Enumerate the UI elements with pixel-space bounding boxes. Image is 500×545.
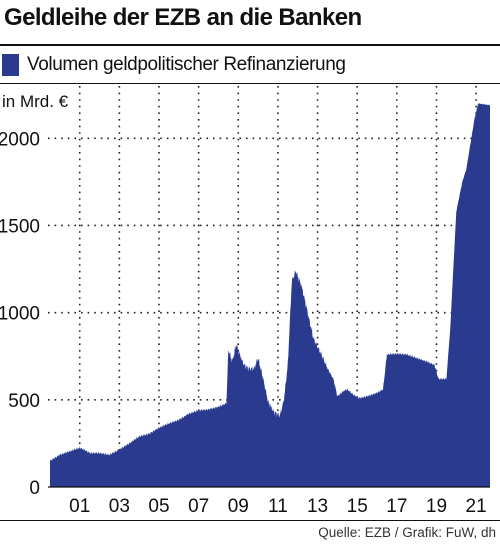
x-tick-label: 17	[386, 496, 407, 517]
y-tick-label: 0	[29, 478, 40, 499]
x-tick-label: 15	[347, 496, 368, 517]
x-tick-label: 07	[188, 496, 209, 517]
footer-rule	[0, 520, 500, 521]
series-area	[50, 103, 490, 487]
x-axis-ticks: 01 03 05 07 09 11 13 15 17 19 21	[69, 496, 487, 517]
y-axis-label: in Mrd. €	[2, 92, 69, 111]
x-tick-label: 11	[268, 496, 288, 517]
legend-swatch	[2, 54, 19, 76]
y-tick-label: 2000	[0, 129, 40, 150]
x-tick-label: 09	[228, 496, 249, 517]
chart-title: Geldleihe der EZB an die Banken	[4, 4, 362, 31]
x-tick-label: 05	[148, 496, 169, 517]
legend-label: Volumen geldpolitischer Refinanzierung	[27, 54, 346, 75]
x-tick-label: 13	[307, 496, 328, 517]
x-tick-label: 21	[466, 496, 487, 517]
y-tick-label: 500	[8, 391, 40, 412]
legend: Volumen geldpolitischer Refinanzierung	[2, 54, 346, 76]
title-rule	[0, 44, 500, 46]
y-tick-label: 1500	[0, 216, 40, 237]
x-tick-label: 01	[69, 496, 90, 517]
source-note: Quelle: EZB / Grafik: FuW, dh	[318, 525, 496, 540]
x-tick-label: 19	[426, 496, 447, 517]
x-tick-label: 03	[109, 496, 130, 517]
y-axis-ticks: 0 500 1000 1500 2000	[0, 129, 40, 499]
legend-rule	[0, 83, 500, 84]
y-tick-label: 1000	[0, 304, 40, 325]
